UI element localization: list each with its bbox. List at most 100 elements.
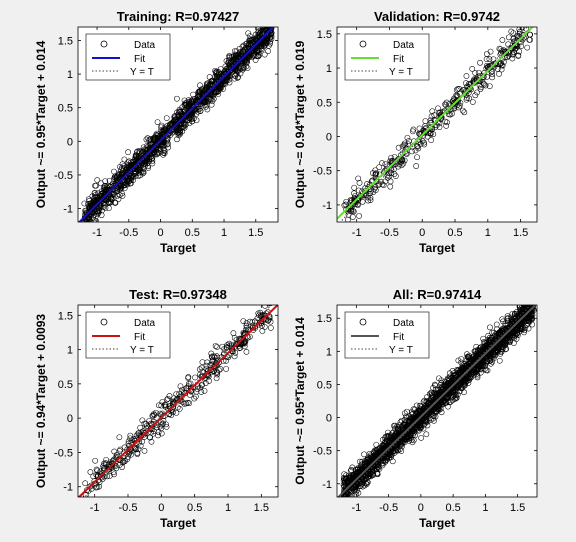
data-point [183,100,190,107]
data-point [380,182,387,188]
data-point [228,341,235,348]
data-point [508,317,515,324]
data-point [499,62,506,69]
x-tick-label: 1 [485,227,491,239]
data-point [213,353,220,360]
plot-content [78,305,278,497]
data-point [461,90,468,97]
data-point [182,100,189,106]
x-tick-label: 0 [418,502,424,514]
data-point [250,52,257,59]
data-point [136,148,143,154]
data-point [403,428,410,434]
data-point [445,111,452,118]
data-point [125,440,132,447]
data-point [166,411,173,418]
data-point [403,413,409,420]
data-point [245,30,252,37]
legend-label-fit: Fit [134,332,145,343]
data-point [482,365,489,372]
y-axis-label: Output ~= 0.94*Target + 0.019 [293,40,307,208]
data-point [495,332,501,339]
x-tick-label: 1.5 [513,227,528,239]
data-point [463,80,469,87]
data-point [214,371,221,378]
data-point [261,43,267,50]
data-point [428,417,434,423]
data-point [436,375,442,382]
data-point [126,178,132,185]
data-point [247,318,253,325]
data-point [213,375,220,382]
data-point [213,362,220,368]
data-point [474,364,481,371]
data-point [157,410,164,417]
y-tick-label: 1.5 [317,313,332,325]
axes-box [77,304,279,498]
data-point [193,117,200,124]
data-point [124,446,131,453]
data-point [380,454,386,461]
data-point [191,395,198,402]
data-point [192,374,199,381]
data-point [375,464,382,470]
data-point [140,144,147,151]
data-point [494,347,501,353]
data-point [464,377,471,384]
data-point [461,389,467,396]
data-point [181,121,187,128]
data-point [161,150,168,157]
data-point [453,388,460,395]
x-tick-label: -0.5 [119,502,138,514]
plot-content [337,27,534,222]
data-point [344,496,348,497]
data-point [502,331,509,338]
data-point [446,101,452,108]
data-point [259,328,266,334]
data-point [198,389,205,395]
data-point [232,349,239,356]
data-point [502,322,509,329]
data-point [108,199,114,206]
plot-content [78,27,275,222]
data-point [365,197,372,204]
data-point [257,312,264,319]
data-point [394,447,401,454]
data-point [421,141,428,148]
data-point [208,101,215,108]
data-point [436,110,442,116]
data-point [185,105,192,112]
data-point [97,203,104,209]
data-point [342,479,349,485]
legend-label-data: Data [134,40,156,51]
data-point [464,351,470,358]
data-point [507,314,514,321]
y-tick-label: -1 [322,200,332,212]
data-point [352,470,359,477]
fit-line [78,27,275,222]
data-point [341,471,348,478]
data-point [504,313,511,319]
x-tick-label: 0 [419,227,425,239]
data-point [414,154,420,161]
data-point [509,55,516,62]
data-point [196,88,203,95]
data-point [178,117,185,124]
data-point [496,357,503,364]
data-point [438,380,445,387]
data-point [350,208,357,215]
data-point [394,423,400,430]
legend-data-marker [359,40,367,48]
x-tick-label: 0.5 [447,227,462,239]
data-point [147,434,153,441]
data-point [411,415,418,422]
data-point [480,351,486,358]
data-point [100,204,107,210]
data-point [93,466,100,473]
data-point [241,339,247,346]
data-point [146,418,153,424]
